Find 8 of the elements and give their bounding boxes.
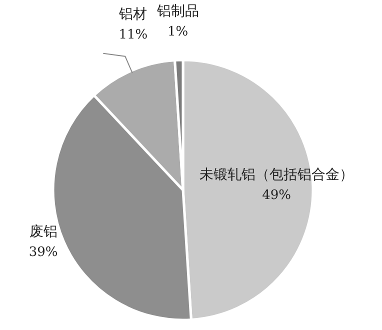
data-label: 11% bbox=[118, 27, 148, 42]
data-label: 49% bbox=[262, 188, 292, 204]
data-label: 39% bbox=[28, 245, 58, 260]
slice-label: 未锻轧铝（包括铝合金） bbox=[200, 167, 354, 184]
data-label: 1% bbox=[167, 24, 188, 40]
slice-label: 铝材 bbox=[118, 6, 148, 22]
slice-label: 铝制品 bbox=[156, 4, 199, 20]
slice-label: 废铝 bbox=[30, 224, 58, 240]
